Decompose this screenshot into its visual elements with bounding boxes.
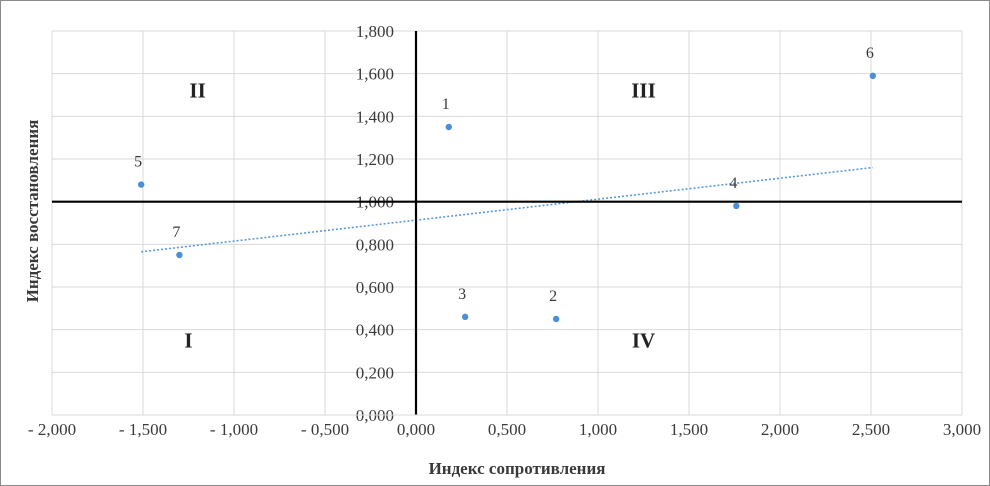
data-point-label: 6 — [866, 45, 874, 62]
tick-labels: - 2,000 - 1,500 - 1,000 - 0,500 0,000 0,500 1,… — [28, 22, 981, 439]
x-tick-label: 0,000 — [397, 420, 435, 439]
quadrant-label: III — [631, 79, 656, 103]
data-point-label: 7 — [172, 224, 180, 241]
x-tick-label: - 1,500 — [119, 420, 167, 439]
y-tick-label: 0,800 — [356, 235, 394, 254]
data-point-label: 4 — [729, 175, 737, 192]
y-tick-label: 0,400 — [356, 321, 394, 340]
x-tick-label: - 1,000 — [210, 420, 258, 439]
data-point — [733, 202, 740, 210]
x-tick-label: 1,000 — [579, 420, 617, 439]
x-tick-label: - 2,000 — [28, 420, 76, 439]
trendline — [141, 166, 873, 253]
data-point-label: 1 — [442, 96, 450, 113]
data-points: 1 2 3 4 5 6 7 — [134, 45, 877, 323]
quadrant-lines — [52, 31, 962, 416]
quadrant-label: IV — [632, 328, 655, 352]
data-point-label: 2 — [549, 288, 557, 305]
data-point-label: 5 — [134, 154, 142, 171]
y-tick-label: 0,200 — [356, 363, 394, 382]
x-axis-title: Индекс сопротивления — [429, 459, 606, 478]
x-tick-label: 2,000 — [761, 420, 799, 439]
y-axis-title: Индекс восстановления — [23, 120, 42, 303]
x-tick-label: 0,500 — [488, 420, 526, 439]
x-tick-label: 1,500 — [670, 420, 708, 439]
y-tick-label: 1,200 — [356, 150, 394, 169]
quadrant-label: I — [184, 328, 192, 352]
x-tick-label: - 0,500 — [301, 420, 349, 439]
y-tick-label: 1,600 — [356, 65, 394, 84]
y-tick-label: 1,400 — [356, 107, 394, 126]
data-point — [461, 313, 469, 321]
data-point — [552, 315, 560, 323]
grid-lines — [51, 30, 963, 416]
data-point — [137, 181, 145, 188]
x-tick-label: 2,500 — [852, 420, 890, 439]
quadrant-label: II — [189, 79, 205, 103]
data-point — [176, 251, 183, 259]
data-point-label: 3 — [458, 286, 466, 303]
data-point — [445, 123, 452, 131]
y-tick-label: 0,600 — [356, 278, 394, 297]
x-tick-label: 3,000 — [943, 420, 981, 439]
y-tick-label: 1,800 — [356, 22, 394, 41]
data-point — [869, 72, 877, 80]
